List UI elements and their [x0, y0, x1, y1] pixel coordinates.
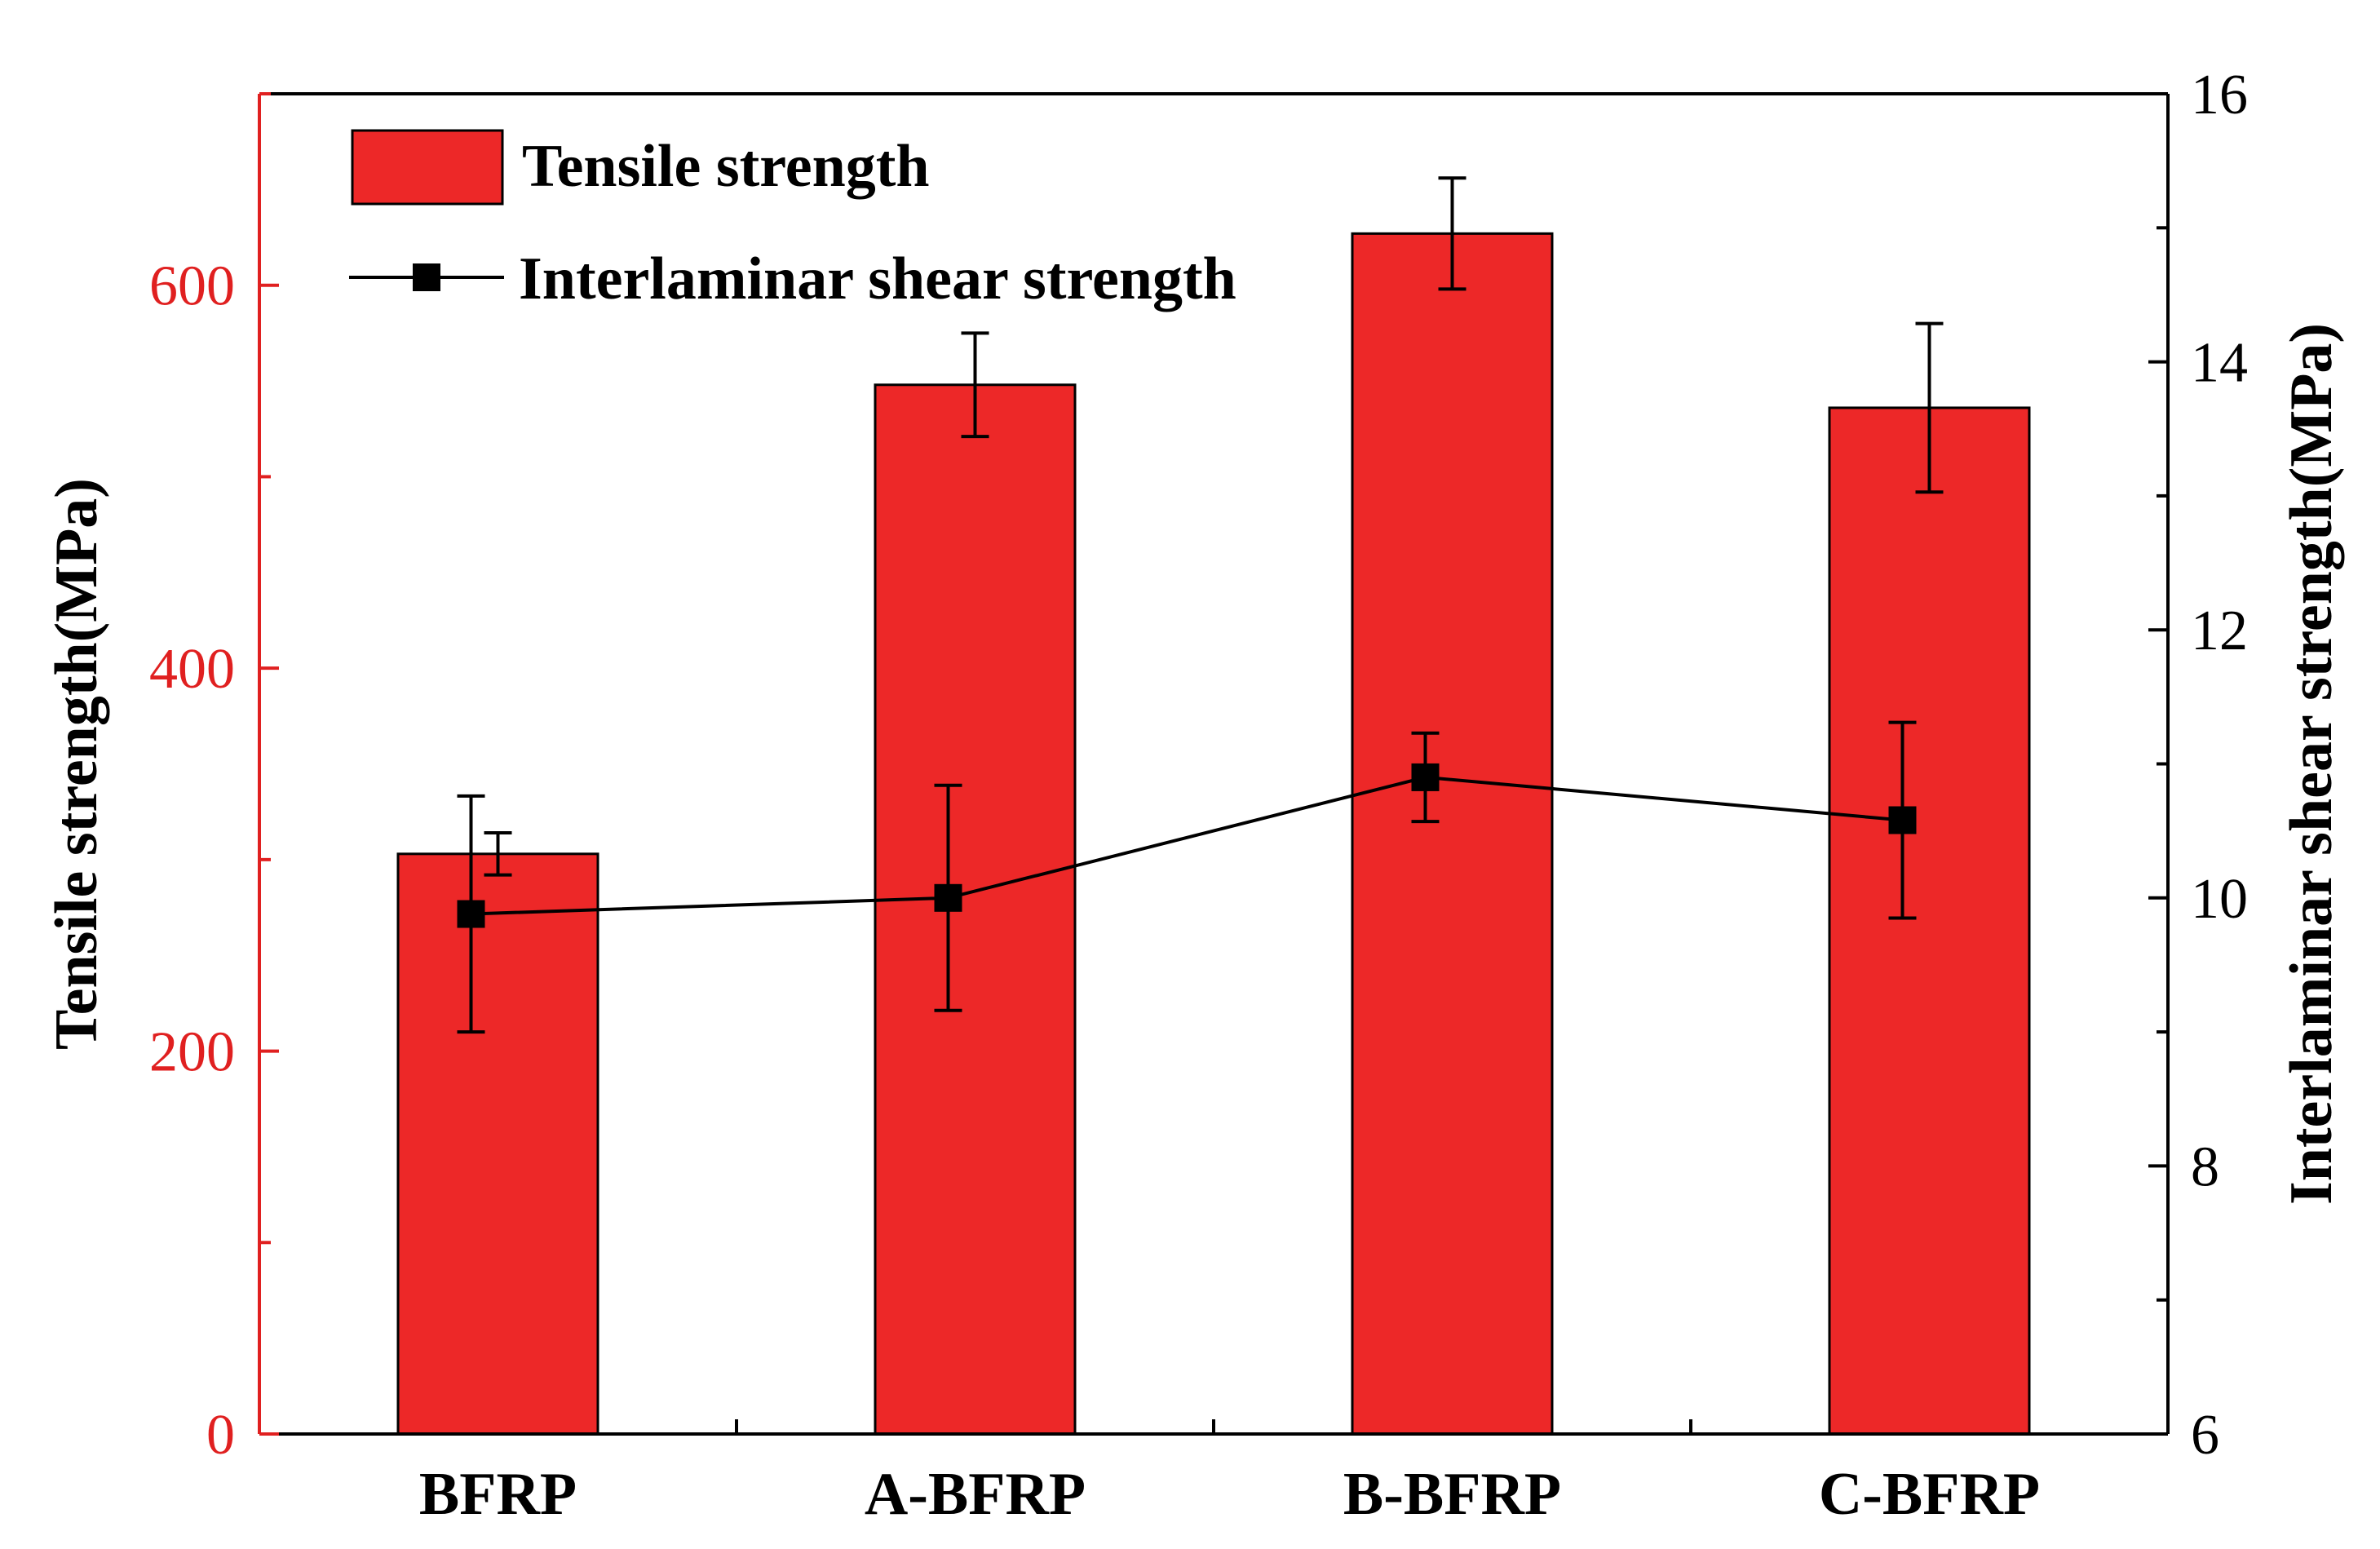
y-right-tick-label-10: 10	[2191, 868, 2248, 931]
bar-bfrp	[396, 852, 599, 1436]
y-left-tick-label-400: 400	[149, 638, 235, 701]
x-tick-label-b-bfrp: B-BFRP	[1343, 1461, 1561, 1528]
legend-line-label: Interlaminar shear strength	[519, 246, 1236, 312]
shear-point-0	[457, 900, 485, 928]
bar-b-bfrp	[1351, 232, 1554, 1436]
y-right-tick-label-16: 16	[2191, 64, 2248, 126]
y-right-tick-label-8: 8	[2191, 1135, 2219, 1198]
bar-a-bfrp	[874, 383, 1077, 1436]
y-left-tick-label-0: 0	[206, 1404, 235, 1467]
y-right-tick-label-12: 12	[2191, 600, 2248, 662]
shear-line	[471, 775, 1903, 916]
y-left-axis-title: Tensile strength(MPa)	[43, 478, 110, 1050]
shear-point-1	[934, 883, 962, 912]
legend-bar-label: Tensile strength	[522, 133, 930, 200]
y-left-tick-label-600: 600	[149, 255, 235, 318]
x-tick-label-a-bfrp: A-BFRP	[865, 1461, 1086, 1528]
axes-layer: BFRP A-BFRP B-BFRP C-BFRP 0 200 400 600 6 8 10 12 14…	[43, 64, 2345, 1528]
legend-bar-swatch	[351, 129, 504, 206]
x-tick-label-bfrp: BFRP	[419, 1461, 577, 1528]
y-right-axis-title: Interlaminar shear strength(MPa)	[2278, 323, 2345, 1205]
bars-layer	[396, 232, 2031, 1436]
shear-point-3	[1888, 806, 1917, 834]
bar-error-bars	[484, 176, 1944, 877]
x-tick-label-c-bfrp: C-BFRP	[1819, 1461, 2040, 1528]
y-left-tick-label-200: 200	[149, 1021, 235, 1084]
shear-point-2	[1411, 763, 1440, 791]
y-right-tick-label-6: 6	[2191, 1404, 2219, 1467]
y-right-tick-label-14: 14	[2191, 332, 2248, 395]
shear-line-layer	[457, 720, 1917, 1034]
legend-line-marker	[413, 263, 440, 291]
legend: Tensile strength Interlaminar shear stren…	[349, 129, 1236, 312]
bar-c-bfrp	[1828, 406, 2031, 1436]
